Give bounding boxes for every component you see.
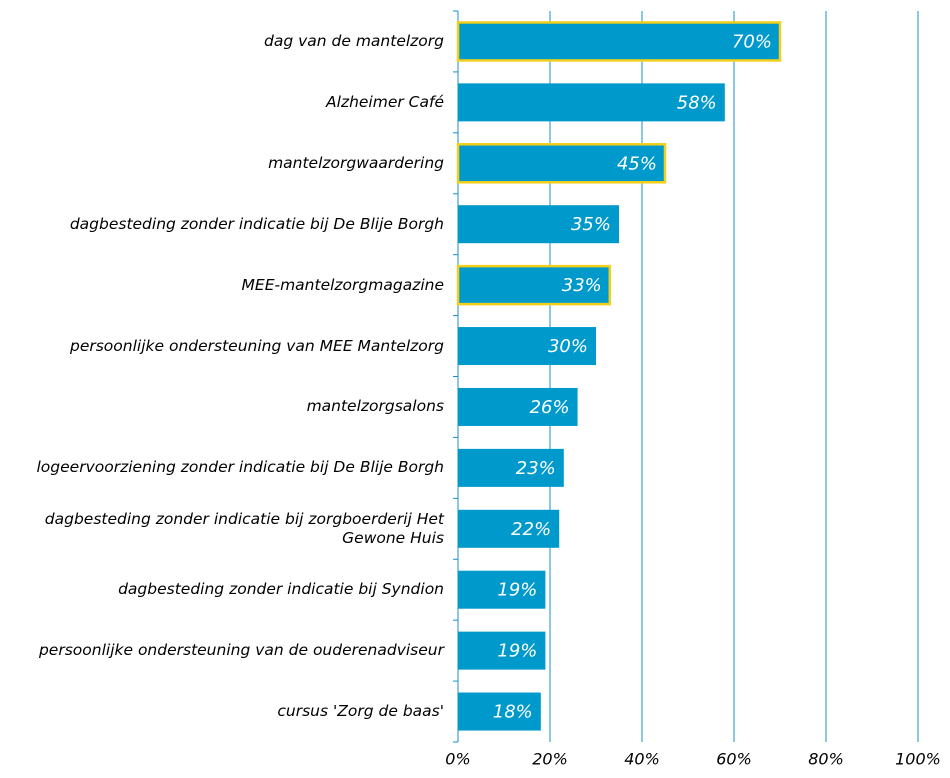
- x-tick-label: 40%: [624, 750, 660, 769]
- x-tick-label: 0%: [445, 750, 470, 769]
- x-tick-label: 20%: [532, 750, 568, 769]
- value-label: 19%: [497, 580, 537, 601]
- value-label: 19%: [497, 641, 537, 662]
- value-label: 70%: [732, 31, 772, 52]
- bar: [458, 692, 541, 731]
- value-label: 23%: [516, 458, 556, 479]
- value-label: 18%: [493, 702, 533, 723]
- category-label: mantelzorgwaardering: [268, 153, 444, 172]
- value-label: 35%: [571, 214, 611, 235]
- category-label: MEE-mantelzorgmagazine: [241, 275, 444, 294]
- category-label: Alzheimer Café: [326, 92, 444, 111]
- bar: [458, 83, 725, 122]
- bar: [456, 21, 782, 62]
- value-label: 30%: [548, 336, 588, 357]
- category-label: dagbesteding zonder indicatie bij zorgbo…: [44, 509, 444, 547]
- value-label: 58%: [677, 92, 717, 113]
- value-label: 26%: [530, 397, 570, 418]
- x-tick-label: 60%: [716, 750, 752, 769]
- category-label: cursus 'Zorg de baas': [277, 702, 444, 721]
- category-label: dagbesteding zonder indicatie bij Syndio…: [118, 580, 444, 599]
- category-label: dagbesteding zonder indicatie bij De Bli…: [69, 214, 444, 233]
- x-tick-label: 100%: [895, 750, 941, 769]
- value-label: 22%: [511, 519, 551, 540]
- bar: [458, 570, 546, 609]
- category-label: mantelzorgsalons: [306, 397, 444, 416]
- bar: [458, 631, 546, 670]
- category-label: logeervoorziening zonder indicatie bij D…: [36, 458, 445, 477]
- bar: [458, 205, 619, 244]
- bar: [458, 327, 596, 366]
- bar: [458, 448, 564, 487]
- bar: [458, 509, 560, 548]
- bar: [456, 264, 612, 306]
- category-label: dag van de mantelzorg: [264, 31, 444, 50]
- category-label: persoonlijke ondersteuning van de oudere…: [38, 641, 444, 660]
- category-label: persoonlijke ondersteuning van MEE Mante…: [69, 336, 444, 355]
- value-label: 33%: [562, 275, 602, 296]
- bar: [456, 143, 667, 184]
- value-label: 45%: [617, 153, 657, 174]
- bar: [458, 387, 578, 426]
- x-tick-label: 80%: [808, 750, 844, 769]
